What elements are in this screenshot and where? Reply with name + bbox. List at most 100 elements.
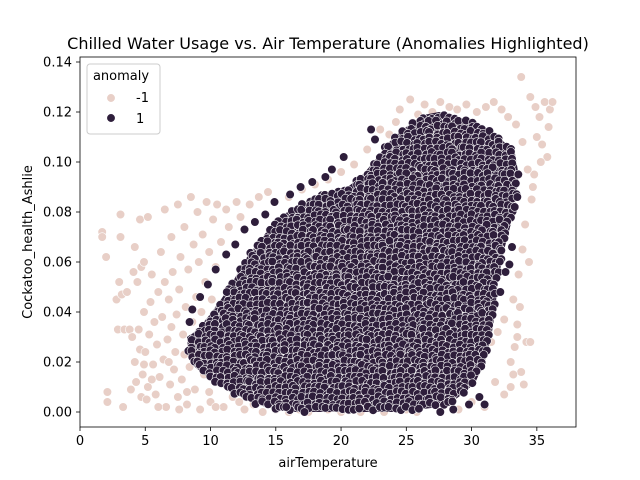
scatter-point-anomaly-neg1: [115, 232, 126, 242]
scatter-point-anomaly-neg1: [178, 329, 188, 340]
scatter-point-anomaly-neg1: [170, 347, 180, 357]
scatter-point-anomaly-neg1: [537, 139, 547, 150]
scatter-point-anomaly-1: [466, 370, 476, 380]
scatter-point-anomaly-neg1: [132, 277, 142, 287]
scatter-point-anomaly-neg1: [336, 167, 346, 177]
scatter-point-anomaly-neg1: [147, 269, 157, 280]
scatter-point-anomaly-neg1: [515, 302, 525, 312]
scatter-point-anomaly-neg1: [211, 402, 221, 412]
scatter-point-anomaly-neg1: [207, 294, 217, 305]
scatter-point-anomaly-neg1: [530, 102, 541, 112]
scatter-point-anomaly-1: [285, 189, 295, 200]
scatter-point-anomaly-1: [250, 217, 260, 227]
scatter-point-anomaly-1: [459, 388, 469, 398]
scatter-point-anomaly-1: [448, 404, 458, 415]
scatter-point-anomaly-neg1: [168, 267, 178, 277]
scatter-point-anomaly-neg1: [174, 404, 184, 415]
scatter-point-anomaly-1: [435, 407, 445, 417]
scatter-point-anomaly-neg1: [258, 407, 268, 417]
scatter-point-anomaly-neg1: [461, 99, 472, 110]
scatter-point-anomaly-neg1: [126, 384, 136, 395]
scatter-point-anomaly-1: [320, 172, 331, 182]
scatter-point-anomaly-neg1: [177, 374, 187, 385]
scatter-point-anomaly-neg1: [525, 337, 535, 347]
scatter-point-anomaly-neg1: [516, 72, 526, 82]
scatter-point-anomaly-1: [370, 134, 380, 145]
scatter-point-anomaly-neg1: [528, 182, 538, 192]
scatter-point-anomaly-neg1: [512, 319, 522, 330]
scatter-point-anomaly-neg1: [254, 192, 264, 202]
scatter-point-anomaly-neg1: [131, 377, 141, 387]
scatter-point-anomaly-neg1: [513, 269, 524, 280]
scatter-point-anomaly-neg1: [156, 247, 166, 257]
scatter-point-anomaly-1: [366, 124, 376, 135]
scatter-point-anomaly-neg1: [481, 102, 491, 112]
scatter-point-anomaly-1: [477, 308, 487, 318]
y-tick-label: 0.06: [43, 256, 72, 271]
scatter-point-anomaly-neg1: [194, 257, 204, 267]
scatter-point-anomaly-neg1: [375, 124, 385, 135]
scatter-point-anomaly-neg1: [155, 372, 165, 382]
scatter-point-anomaly-neg1: [472, 107, 482, 117]
scatter-point-anomaly-1: [500, 267, 511, 277]
scatter-point-anomaly-neg1: [148, 359, 158, 370]
scatter-point-anomaly-neg1: [140, 347, 150, 357]
scatter-point-anomaly-neg1: [130, 242, 140, 252]
legend-marker-anomaly-neg1: [106, 93, 116, 103]
scatter-point-anomaly-neg1: [524, 257, 534, 267]
scatter-point-anomaly-neg1: [506, 357, 516, 367]
scatter-point-anomaly-1: [260, 209, 270, 220]
scatter-point-anomaly-1: [495, 257, 505, 267]
scatter-point-anomaly-neg1: [444, 102, 455, 112]
scatter-point-anomaly-neg1: [510, 342, 520, 352]
scatter-point-anomaly-neg1: [499, 389, 509, 400]
scatter-point-anomaly-1: [299, 407, 310, 417]
scatter-point-anomaly-neg1: [508, 369, 518, 380]
scatter-point-anomaly-neg1: [118, 402, 128, 412]
scatter-point-anomaly-neg1: [526, 194, 537, 205]
scatter-point-anomaly-neg1: [517, 137, 528, 147]
scatter-point-anomaly-neg1: [395, 104, 405, 115]
legend-marker-anomaly-1: [106, 113, 116, 123]
scatter-point-anomaly-1: [195, 292, 205, 302]
scatter-point-anomaly-neg1: [204, 247, 214, 257]
scatter-point-anomaly-1: [511, 178, 521, 188]
scatter-point-anomaly-1: [496, 245, 506, 255]
scatter-point-anomaly-1: [296, 182, 306, 192]
scatter-point-anomaly-1: [385, 361, 395, 371]
scatter-point-anomaly-1: [187, 304, 197, 315]
scatter-point-anomaly-neg1: [147, 374, 157, 385]
scatter-point-anomaly-neg1: [224, 222, 234, 232]
x-tick-label: 30: [463, 434, 480, 449]
scatter-point-anomaly-neg1: [173, 199, 183, 210]
y-tick-label: 0.02: [43, 356, 72, 371]
legend: anomaly -1 1: [86, 63, 161, 135]
x-tick-label: 20: [333, 434, 350, 449]
scatter-point-anomaly-neg1: [216, 237, 226, 247]
scatter-point-anomaly-neg1: [204, 387, 214, 397]
scatter-point-anomaly-1: [383, 402, 394, 412]
scatter-point-anomaly-neg1: [516, 367, 526, 377]
scatter-point-anomaly-neg1: [172, 309, 182, 320]
y-tick-label: 0.12: [43, 106, 72, 121]
scatter-point-anomaly-1: [204, 350, 214, 361]
legend-label-anomaly-neg1: -1: [136, 91, 149, 106]
scatter-point-anomaly-neg1: [164, 357, 174, 367]
scatter-point-anomaly-neg1: [162, 334, 173, 345]
scatter-point-anomaly-neg1: [542, 152, 552, 162]
plot-area: [97, 72, 558, 417]
scatter-point-anomaly-neg1: [139, 257, 149, 267]
scatter-point-anomaly-neg1: [362, 144, 372, 155]
scatter-point-anomaly-neg1: [160, 277, 170, 287]
x-tick-label: 5: [141, 434, 149, 449]
scatter-point-anomaly-neg1: [153, 287, 163, 297]
scatter-point-anomaly-1: [269, 197, 280, 207]
scatter-point-anomaly-neg1: [173, 392, 183, 402]
scatter-point-anomaly-neg1: [190, 384, 200, 395]
scatter-point-anomaly-neg1: [511, 119, 521, 130]
scatter-point-anomaly-neg1: [493, 327, 503, 337]
legend-box: [86, 63, 161, 135]
scatter-point-anomaly-neg1: [519, 379, 529, 390]
scatter-point-anomaly-1: [203, 279, 213, 290]
